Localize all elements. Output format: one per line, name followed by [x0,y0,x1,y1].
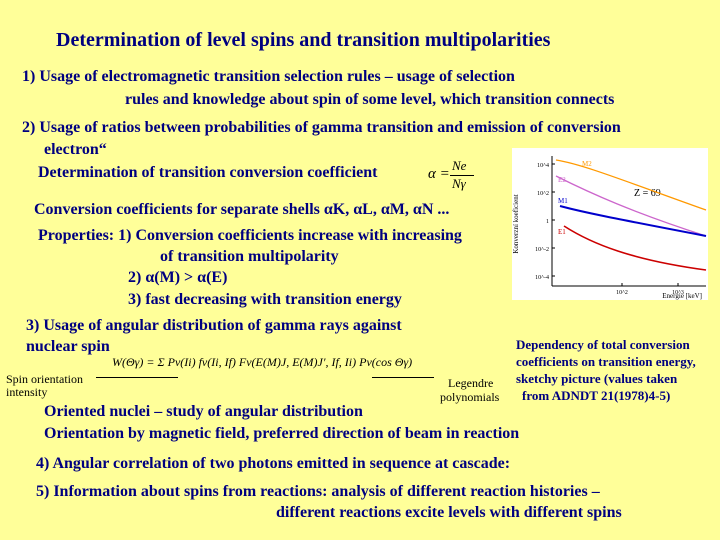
alpha-lhs: α = [428,166,450,182]
y-axis-label: Konverzní koeficient [512,194,520,253]
item2-line2: electron“ [44,141,107,158]
properties-line1: Properties: 1) Conversion coefficients i… [38,227,462,244]
x-tick-label: 10^3 [672,290,684,296]
label-polynomials: polynomials [440,390,500,404]
series-e2-line [555,175,707,237]
properties-line2: 2) α(M) > α(E) [128,269,228,286]
item5-line2: different reactions excite levels with d… [276,504,622,521]
chart-caption-line2: coefficients on transition energy, [516,354,696,369]
item3-line1: 3) Usage of angular distribution of gamm… [26,317,402,334]
formula-arrow-left [96,377,178,378]
x-ticks: 10^2 10^3 [616,283,684,296]
shells-line: Conversion coefficients for separate she… [34,201,450,218]
y-tick-label: 10^4 [537,163,549,169]
item3-line3: Oriented nuclei – study of angular distr… [44,403,363,420]
chart-caption-line3: sketchy picture (values taken [516,371,678,386]
legend-m2: M2 [582,160,592,168]
y-tick-label: 1 [546,219,549,225]
shell-k: αK [323,201,346,218]
chart-bg [512,148,708,300]
y-tick-label: 10^2 [537,191,549,197]
alpha-den: Nγ [452,176,466,191]
x-axis-label: Energie [keV] [662,292,702,300]
item3-line2: nuclear spin [26,338,110,355]
chart-caption-line4: from ADNDT 21(1978)4-5) [522,388,671,403]
item2-line1: 2) Usage of ratios between probabilities… [22,119,621,136]
item4-line: 4) Angular correlation of two photons em… [36,455,511,472]
y-tick-label: 10^-2 [535,247,549,253]
alpha-num: Ne [452,158,467,173]
y-ticks: 10^4 10^2 1 10^-2 10^-4 [535,163,555,281]
shell-l: αL [353,201,373,218]
label-legendre: Legendre [448,376,494,390]
shells-prefix: Conversion coefficients for separate she… [34,201,320,218]
series-m1-line [559,205,707,237]
page-title: Determination of level spins and transit… [56,29,551,51]
properties-line3: 3) fast decreasing with transition energ… [128,291,402,308]
item3-line4: Orientation by magnetic field, preferred… [44,425,520,442]
shell-n: αN ... [412,201,450,218]
item1-line2: rules and knowledge about spin of some l… [125,91,615,108]
formula-arrow-right [372,377,434,378]
chart-caption-line1: Dependency of total conversion [516,337,690,352]
item2-line3: Determination of transition conversion c… [38,164,378,181]
legend-e1: E1 [558,228,566,236]
chart-svg: Konverzní koeficient 10^4 10^2 1 10^-2 10^-4… [512,148,708,300]
item5-line1: 5) Information about spins from reaction… [36,483,600,500]
item1-line1: 1) Usage of electromagnetic transition s… [22,68,515,85]
angular-distribution-formula: W(Θγ) = Σ Pν(Ii) fν(Ii, If) Fν(E(M)J, E(… [112,355,413,369]
label-spin-orientation: Spin orientation [6,372,83,386]
shell-m: αM [380,201,405,218]
conversion-coefficient-chart: Konverzní koeficient 10^4 10^2 1 10^-2 10^-4… [512,148,708,300]
y-tick-label: 10^-4 [535,275,549,281]
series-m2-line [555,159,707,211]
label-intensity: intensity [6,385,48,399]
x-tick-label: 10^2 [616,290,628,296]
series-e1-line [563,225,707,271]
fraction-bar [450,175,474,176]
alpha-formula: α = Ne Nγ [428,158,498,192]
properties-line1b: of transition multipolarity [160,248,339,265]
legend-m1: M1 [558,197,568,205]
z-annotation: Z = 69 [634,188,661,199]
legend-e2: E2 [558,176,566,184]
